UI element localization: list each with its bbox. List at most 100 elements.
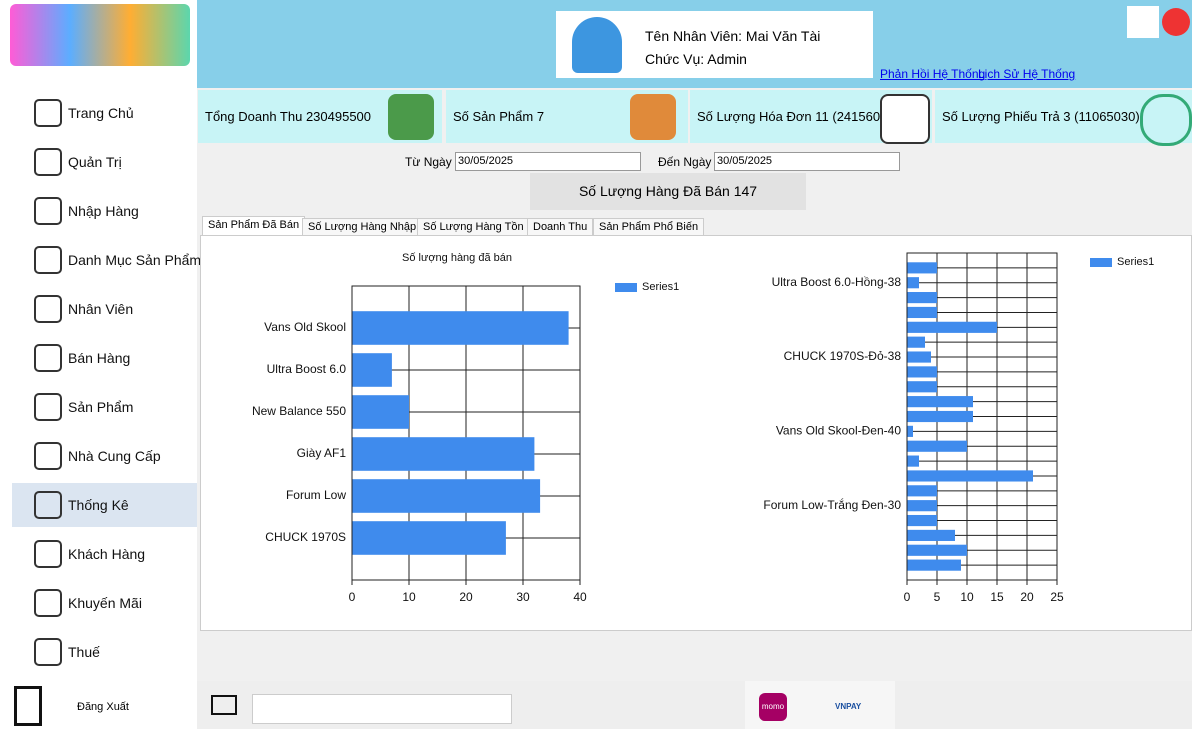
x-tick-label: 20: [459, 590, 473, 604]
menu-item[interactable]: Khuyến Mãi: [12, 581, 197, 625]
logout-button[interactable]: Đăng Xuất: [77, 701, 129, 713]
tab[interactable]: Sản Phẩm Đã Bán: [202, 216, 306, 236]
bar: [907, 544, 967, 556]
tab[interactable]: Doanh Thu: [527, 218, 594, 236]
legend-label: Series1: [642, 281, 679, 293]
from-date[interactable]: 30/05/2025: [455, 152, 641, 171]
x-tick-label: 0: [904, 590, 911, 604]
bar: [907, 262, 937, 274]
momo-logo[interactable]: momo: [759, 693, 787, 721]
menu-icon: [34, 344, 62, 372]
logo: [10, 4, 190, 66]
to-date[interactable]: 30/05/2025: [714, 152, 900, 171]
chart-title: Số lượng hàng đã bán: [402, 252, 512, 264]
x-tick-label: 0: [349, 590, 356, 604]
bar: [907, 366, 937, 378]
message-input[interactable]: [252, 694, 512, 724]
stat-text: Số Sản Phẩm 7: [453, 109, 545, 124]
bar: [352, 479, 541, 513]
stat-card: Tổng Doanh Thu 230495500: [198, 90, 442, 143]
feedback-link[interactable]: Phản Hồi Hệ Thống: [880, 67, 986, 81]
menu-item[interactable]: Thuế: [12, 630, 197, 674]
bar: [907, 306, 937, 319]
employee-name: Tên Nhân Viên: Mai Văn Tài: [645, 28, 821, 44]
menu-label: Nhà Cung Cấp: [68, 448, 161, 464]
from-label: Từ Ngày: [405, 155, 452, 169]
bar: [352, 395, 409, 429]
menu-label: Thuế: [68, 644, 100, 660]
menu-item[interactable]: Trang Chủ: [12, 91, 197, 135]
history-link[interactable]: Lịch Sử Hệ Thống: [978, 67, 1076, 81]
menu-item[interactable]: Danh Mục Sản Phẩm: [12, 238, 201, 282]
menu-icon: [34, 491, 62, 519]
tab[interactable]: Số Lượng Hàng Nhập: [302, 218, 423, 236]
payments: momo VNPAY: [745, 681, 895, 729]
bar: [907, 529, 955, 541]
chart: Số lượng hàng đã bán 0 10 20 30 40 Vans Old Sk…: [252, 252, 679, 604]
menu-item[interactable]: Quản Trị: [12, 140, 197, 184]
bar: [907, 292, 937, 304]
avatar: [572, 17, 622, 73]
resize-button[interactable]: [1127, 6, 1159, 38]
y-tick-label: CHUCK 1970S-Đỏ-38: [784, 349, 902, 363]
y-tick-label: Ultra Boost 6.0: [267, 362, 347, 376]
bar: [907, 336, 925, 348]
menu-icon: [34, 638, 62, 666]
menu-label: Khuyến Mãi: [68, 595, 142, 611]
vnpay-logo[interactable]: VNPAY: [835, 702, 862, 711]
footer: momo VNPAY: [197, 681, 1192, 729]
menu-icon: [34, 197, 62, 225]
menu-item[interactable]: Nhân Viên: [12, 287, 197, 331]
menu-item[interactable]: Thống Kê: [12, 483, 197, 527]
legend-label: Series1: [1117, 256, 1154, 268]
menu-item[interactable]: Nhà Cung Cấp: [12, 434, 197, 478]
menu-icon: [34, 295, 62, 323]
menu-icon: [34, 589, 62, 617]
menu-icon: [34, 393, 62, 421]
x-tick-label: 25: [1050, 590, 1064, 604]
plot-frame: [906, 252, 1058, 581]
stat-card: Số Lượng Hóa Đơn 11 (24156050: [690, 90, 932, 144]
bar: [352, 437, 535, 471]
sidebar: Trang Chủ Quản Trị Nhập Hàng Danh Mục Sản P…: [0, 0, 201, 729]
close-button[interactable]: [1162, 8, 1190, 36]
tab[interactable]: Sản Phẩm Phổ Biến: [593, 218, 705, 236]
bar: [907, 500, 937, 512]
menu-icon: [34, 148, 62, 176]
menu-label: Nhân Viên: [68, 301, 134, 317]
menu-item[interactable]: Bán Hàng: [12, 336, 197, 380]
bar: [907, 321, 997, 333]
menu-label: Quản Trị: [68, 154, 122, 170]
menu-item[interactable]: Sản Phẩm: [12, 385, 197, 429]
bar: [907, 351, 931, 363]
legend-swatch: [615, 283, 637, 292]
menu-label: Sản Phẩm: [68, 399, 134, 415]
tab[interactable]: Số Lượng Hàng Tồn: [417, 218, 530, 236]
y-tick-label: CHUCK 1970S: [265, 530, 346, 544]
employee-role: Chức Vụ: Admin: [645, 51, 747, 67]
summary: Số Lượng Hàng Đã Bán 147: [530, 173, 806, 210]
bar: [352, 353, 392, 387]
bar: [907, 277, 919, 289]
bar: [907, 514, 937, 527]
stat-text: Tổng Doanh Thu 230495500: [205, 109, 372, 124]
mail-icon[interactable]: [211, 695, 237, 715]
menu-icon: [34, 442, 62, 470]
bar: [907, 470, 1033, 482]
plot-frame: [351, 285, 581, 581]
menu-label: Khách Hàng: [68, 546, 146, 562]
logout-icon: [14, 686, 42, 726]
x-tick-label: 20: [1020, 590, 1034, 604]
menu-item[interactable]: Nhập Hàng: [12, 189, 197, 233]
menu-item[interactable]: Khách Hàng: [12, 532, 197, 576]
bar: [907, 455, 919, 467]
bar: [907, 381, 937, 393]
bar: [352, 311, 569, 345]
x-tick-label: 10: [960, 590, 974, 604]
bar: [907, 440, 967, 452]
y-tick-label: Forum Low: [286, 488, 346, 502]
menu-icon: [34, 540, 62, 568]
stat-text: Số Lượng Phiếu Trả 3 (11065030): [942, 109, 1140, 124]
menu-icon: [34, 99, 62, 127]
